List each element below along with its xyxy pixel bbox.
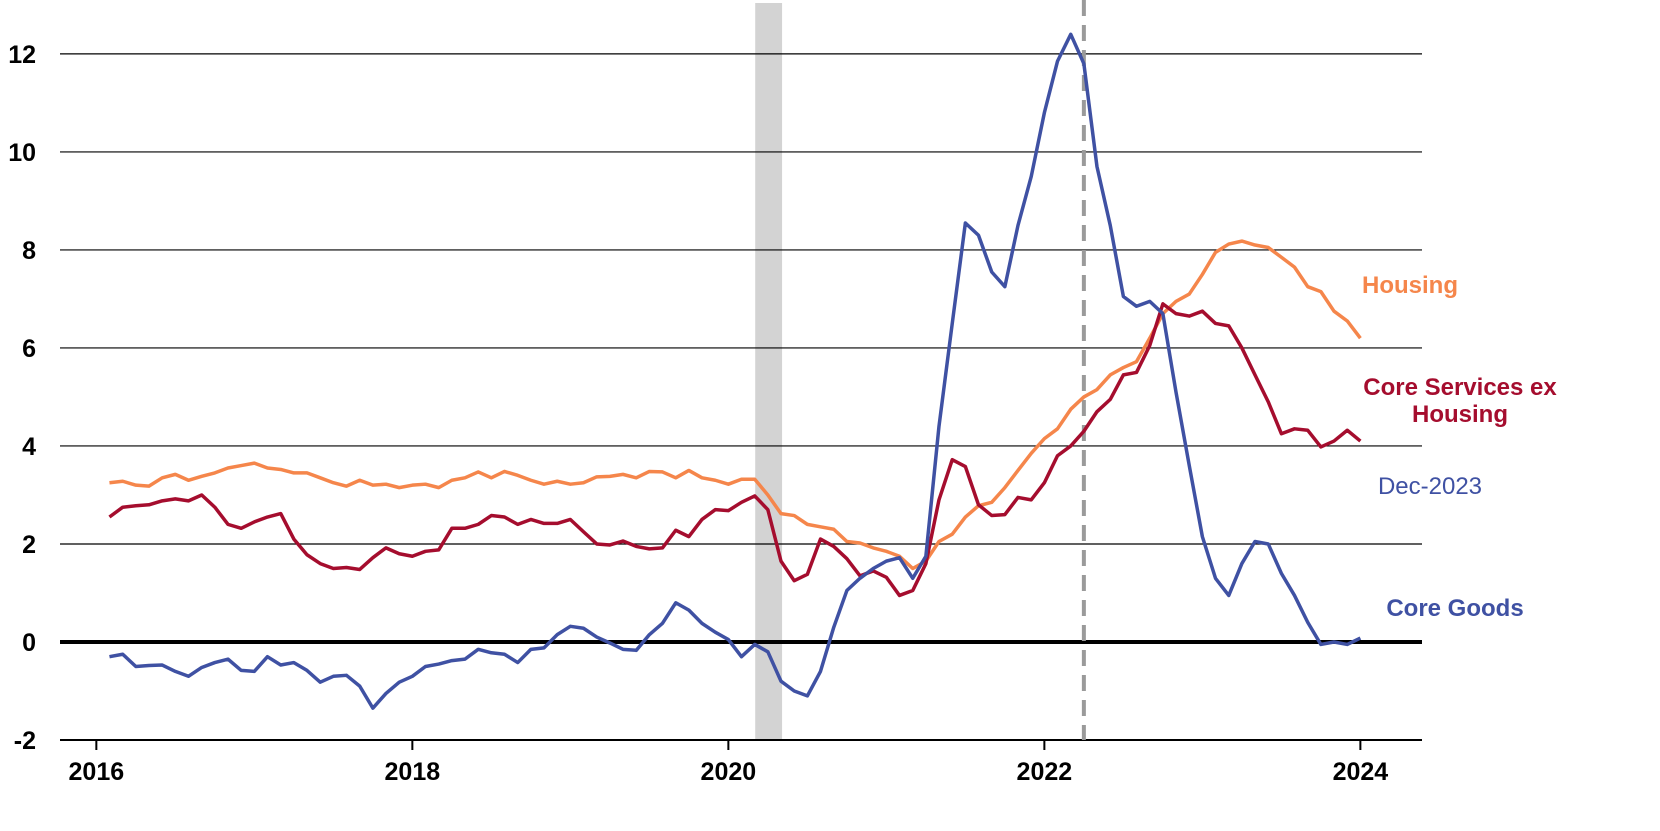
x-tick-label: 2022 bbox=[1017, 758, 1073, 786]
series-line bbox=[109, 32, 1362, 710]
y-tick-label: 0 bbox=[22, 629, 36, 657]
shaded-period bbox=[755, 3, 783, 740]
y-tick-label: 2 bbox=[22, 531, 36, 559]
series-label: Core Goods bbox=[1386, 595, 1524, 622]
annotation: Dec-2023 bbox=[1377, 473, 1483, 500]
x-tick-label: 2016 bbox=[69, 758, 125, 786]
annotation-box: Dec-2023 bbox=[1377, 473, 1483, 500]
y-tick-label: -2 bbox=[14, 727, 36, 755]
y-tick-label: 6 bbox=[22, 335, 36, 363]
y-tick-label: 12 bbox=[8, 41, 36, 69]
series-label: Housing bbox=[1362, 272, 1458, 299]
series-label-box: Core Services ex Housing bbox=[1363, 374, 1557, 428]
y-tick-label: 10 bbox=[8, 139, 36, 167]
series-line bbox=[109, 239, 1362, 571]
y-tick-label: 8 bbox=[22, 237, 36, 265]
y-tick-label: 4 bbox=[22, 433, 36, 461]
series-label-box: Housing bbox=[1362, 272, 1458, 299]
series-label: Core Services ex Housing bbox=[1363, 374, 1557, 428]
series-label-box: Core Goods bbox=[1386, 595, 1524, 622]
x-tick-label: 2018 bbox=[385, 758, 441, 786]
x-tick-label: 2024 bbox=[1333, 758, 1389, 786]
x-tick-label: 2020 bbox=[701, 758, 757, 786]
series-line bbox=[108, 302, 1362, 598]
